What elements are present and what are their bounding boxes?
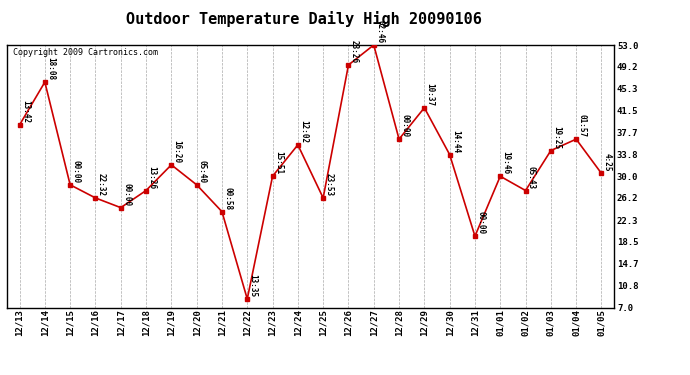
Text: 23:53: 23:53: [324, 173, 333, 196]
Text: 13:26: 13:26: [148, 166, 157, 189]
Text: 16:20: 16:20: [172, 140, 181, 163]
Text: 05:43: 05:43: [527, 166, 536, 189]
Text: 05:40: 05:40: [198, 160, 207, 183]
Text: 19:46: 19:46: [502, 152, 511, 174]
Text: 15:51: 15:51: [274, 152, 283, 174]
Text: 22:32: 22:32: [97, 173, 106, 196]
Text: 12:02: 12:02: [299, 120, 308, 143]
Text: 13:35: 13:35: [248, 274, 257, 297]
Text: 4:25: 4:25: [603, 153, 612, 172]
Text: 13:42: 13:42: [21, 100, 30, 123]
Text: 01:57: 01:57: [578, 114, 586, 138]
Text: Outdoor Temperature Daily High 20090106: Outdoor Temperature Daily High 20090106: [126, 11, 482, 27]
Text: 00:58: 00:58: [224, 187, 233, 210]
Text: 10:37: 10:37: [426, 83, 435, 106]
Text: 00:00: 00:00: [476, 211, 485, 234]
Text: 14:44: 14:44: [451, 130, 460, 153]
Text: 23:26: 23:26: [350, 40, 359, 63]
Text: 00:00: 00:00: [122, 183, 131, 206]
Text: 18:08: 18:08: [46, 57, 55, 80]
Text: 02:46: 02:46: [375, 20, 384, 43]
Text: 19:25: 19:25: [552, 126, 561, 149]
Text: Copyright 2009 Cartronics.com: Copyright 2009 Cartronics.com: [13, 48, 158, 57]
Text: 00:00: 00:00: [72, 160, 81, 183]
Text: 00:00: 00:00: [400, 114, 409, 138]
